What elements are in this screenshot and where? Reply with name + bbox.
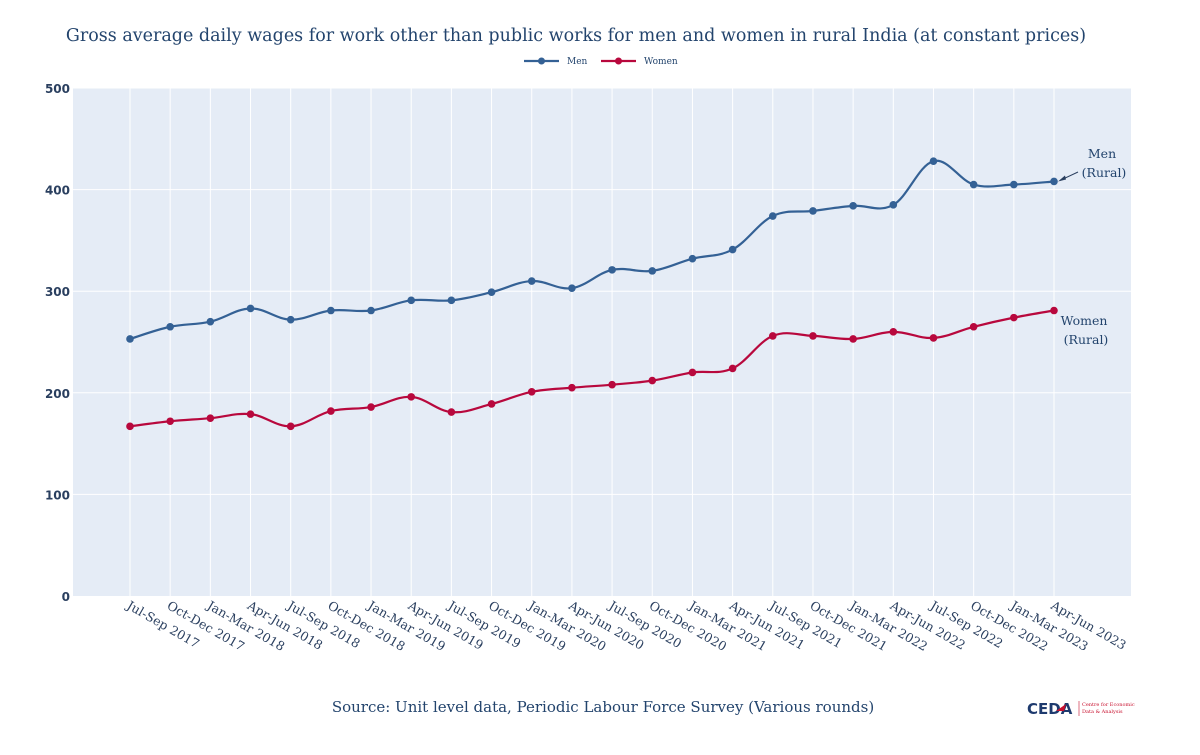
series-group xyxy=(126,157,1058,431)
point-women xyxy=(1050,306,1058,315)
point-women xyxy=(407,393,416,401)
point-women xyxy=(568,383,576,392)
point-men xyxy=(849,202,857,210)
point-women xyxy=(1010,313,1018,322)
logo-accent xyxy=(1056,704,1066,711)
legend-label-men: Men xyxy=(567,57,588,67)
point-men xyxy=(286,315,295,324)
point-women xyxy=(246,410,255,418)
point-men xyxy=(166,322,174,331)
legend-item-women: Women xyxy=(601,57,678,67)
y-tick-label: 400 xyxy=(45,184,70,198)
point-women xyxy=(206,414,215,423)
point-women xyxy=(768,332,777,340)
y-tick-label: 500 xyxy=(45,82,70,96)
series-women xyxy=(126,306,1058,431)
legend-marker-women xyxy=(615,57,622,65)
legend-label-women: Women xyxy=(644,57,678,67)
point-men xyxy=(648,267,657,275)
annotation-women-line2: (Rural) xyxy=(1064,332,1109,347)
annotation-arrowhead xyxy=(1058,175,1066,182)
point-women xyxy=(608,380,616,389)
point-women xyxy=(728,364,737,373)
y-tick-label: 200 xyxy=(45,387,70,401)
plot-area xyxy=(73,88,1131,596)
point-men xyxy=(487,288,496,297)
point-women xyxy=(327,407,335,415)
point-women xyxy=(929,334,938,342)
point-men xyxy=(608,266,616,274)
y-tick-label: 300 xyxy=(45,285,70,299)
point-men xyxy=(1010,180,1018,189)
y-tick-label: 100 xyxy=(45,488,70,502)
annotation-men-line2: (Rural) xyxy=(1082,165,1127,180)
y-tick-label: 0 xyxy=(62,590,70,604)
source-note: Source: Unit level data, Periodic Labour… xyxy=(332,698,874,716)
point-men xyxy=(889,201,898,209)
point-women xyxy=(809,332,817,340)
point-women xyxy=(889,328,898,336)
y-axis: 0 100 200 300 400 500 xyxy=(45,82,70,604)
ceda-logo: CEDA Centre for Economic Data & Analysis xyxy=(1027,700,1135,718)
logo-subtitle-2: Data & Analysis xyxy=(1082,709,1123,715)
point-men xyxy=(206,317,215,326)
point-women xyxy=(487,400,496,408)
chart-title: Gross average daily wages for work other… xyxy=(66,26,1086,46)
point-men xyxy=(929,157,938,165)
logo-text: CEDA xyxy=(1027,700,1073,718)
logo-subtitle-1: Centre for Economic xyxy=(1082,702,1135,708)
annotations: Men (Rural) Women (Rural) xyxy=(1058,146,1126,347)
point-women xyxy=(688,368,697,377)
point-women xyxy=(849,335,857,343)
point-men xyxy=(688,254,697,263)
point-women xyxy=(166,417,174,426)
point-women xyxy=(447,408,456,416)
point-men xyxy=(367,306,375,315)
gridlines xyxy=(73,87,1131,596)
legend-marker-men xyxy=(538,57,545,65)
point-men xyxy=(246,304,255,313)
point-men xyxy=(1050,177,1058,186)
point-men xyxy=(327,306,335,315)
annotation-men-line1: Men xyxy=(1088,146,1116,161)
point-women xyxy=(367,403,375,411)
point-women xyxy=(126,422,134,431)
point-men xyxy=(969,180,978,189)
point-men xyxy=(407,296,416,305)
point-women xyxy=(286,422,295,431)
point-women xyxy=(969,322,978,331)
point-women xyxy=(648,376,657,385)
point-men xyxy=(568,284,576,292)
point-men xyxy=(728,245,737,254)
annotation-women-line1: Women xyxy=(1061,313,1108,328)
point-men xyxy=(527,277,536,285)
point-men xyxy=(447,296,456,305)
point-men xyxy=(126,335,134,343)
legend-item-men: Men xyxy=(524,57,588,67)
point-women xyxy=(527,387,536,396)
point-men xyxy=(809,207,817,215)
point-men xyxy=(768,212,777,220)
legend: Men Women xyxy=(524,57,678,67)
series-men xyxy=(126,157,1058,343)
